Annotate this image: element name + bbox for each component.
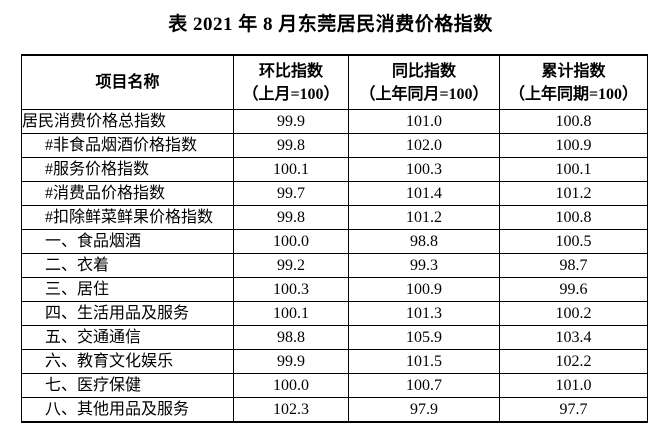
table-header: 项目名称 环比指数 （上月=100） 同比指数 （上年同月=100） 累计指数 … bbox=[21, 54, 648, 110]
item-name-cell: 七、医疗保健 bbox=[21, 373, 234, 398]
item-name-cell: 五、交通通信 bbox=[21, 325, 234, 350]
column-header-sublabel: （上年同月=100） bbox=[359, 85, 489, 103]
mom-index-cell: 100.1 bbox=[233, 157, 349, 182]
yoy-index-cell: 100.3 bbox=[348, 157, 500, 182]
item-name-cell: 一、食品烟酒 bbox=[21, 229, 234, 254]
yoy-index-cell: 101.4 bbox=[348, 181, 500, 206]
table-row: 一、食品烟酒 100.0 98.8 100.5 bbox=[21, 229, 648, 254]
cumulative-index-cell: 100.8 bbox=[499, 109, 648, 134]
mom-index-cell: 99.8 bbox=[233, 133, 349, 158]
table-row: #非食品烟酒价格指数 99.8 102.0 100.9 bbox=[21, 133, 648, 158]
yoy-index-cell: 98.8 bbox=[348, 229, 500, 254]
table-row: 六、教育文化娱乐 99.9 101.5 102.2 bbox=[21, 349, 648, 374]
item-name-cell: 居民消费价格总指数 bbox=[21, 109, 234, 134]
column-header-item-name: 项目名称 bbox=[21, 54, 234, 110]
column-header-mom-index: 环比指数 （上月=100） bbox=[233, 54, 349, 110]
mom-index-cell: 99.2 bbox=[233, 253, 349, 278]
cumulative-index-cell: 101.0 bbox=[499, 373, 648, 398]
cumulative-index-cell: 100.9 bbox=[499, 133, 648, 158]
cumulative-index-cell: 103.4 bbox=[499, 325, 648, 350]
item-name-cell: #消费品价格指数 bbox=[21, 181, 234, 206]
table-row: 七、医疗保健 100.0 100.7 101.0 bbox=[21, 373, 648, 398]
item-name-cell: 八、其他用品及服务 bbox=[21, 397, 234, 423]
yoy-index-cell: 100.7 bbox=[348, 373, 500, 398]
column-header-label: 同比指数 bbox=[391, 62, 456, 80]
mom-index-cell: 99.7 bbox=[233, 181, 349, 206]
table-row: 三、居住 100.3 100.9 99.6 bbox=[21, 277, 648, 302]
column-header-cumulative-index: 累计指数 （上年同期=100） bbox=[499, 54, 648, 110]
cumulative-index-cell: 100.5 bbox=[499, 229, 648, 254]
mom-index-cell: 100.0 bbox=[233, 229, 349, 254]
table-row: #消费品价格指数 99.7 101.4 101.2 bbox=[21, 181, 648, 206]
item-name-cell: #服务价格指数 bbox=[21, 157, 234, 182]
mom-index-cell: 99.9 bbox=[233, 349, 349, 374]
column-header-sublabel: （上月=100） bbox=[242, 85, 340, 103]
yoy-index-cell: 97.9 bbox=[348, 397, 500, 423]
item-name-cell: 四、生活用品及服务 bbox=[21, 301, 234, 326]
column-header-label: 环比指数 bbox=[258, 62, 323, 80]
mom-index-cell: 100.3 bbox=[233, 277, 349, 302]
table-row: #服务价格指数 100.1 100.3 100.1 bbox=[21, 157, 648, 182]
yoy-index-cell: 102.0 bbox=[348, 133, 500, 158]
mom-index-cell: 102.3 bbox=[233, 397, 349, 423]
header-row: 项目名称 环比指数 （上月=100） 同比指数 （上年同月=100） 累计指数 … bbox=[21, 54, 648, 110]
page-title: 表 2021 年 8 月东莞居民消费价格指数 bbox=[168, 14, 493, 35]
table-row: 八、其他用品及服务 102.3 97.9 97.7 bbox=[21, 397, 648, 423]
table-row: 二、衣着 99.2 99.3 98.7 bbox=[21, 253, 648, 278]
cumulative-index-cell: 100.1 bbox=[499, 157, 648, 182]
table-row: 五、交通通信 98.8 105.9 103.4 bbox=[21, 325, 648, 350]
yoy-index-cell: 101.3 bbox=[348, 301, 500, 326]
column-header-yoy-index: 同比指数 （上年同月=100） bbox=[348, 54, 500, 110]
column-header-label: 项目名称 bbox=[95, 74, 160, 91]
item-name-cell: 三、居住 bbox=[21, 277, 234, 302]
yoy-index-cell: 99.3 bbox=[348, 253, 500, 278]
yoy-index-cell: 100.9 bbox=[348, 277, 500, 302]
table-row: 四、生活用品及服务 100.1 101.3 100.2 bbox=[21, 301, 648, 326]
item-name-cell: #非食品烟酒价格指数 bbox=[21, 133, 234, 158]
yoy-index-cell: 101.5 bbox=[348, 349, 500, 374]
cumulative-index-cell: 100.2 bbox=[499, 301, 648, 326]
yoy-index-cell: 105.9 bbox=[348, 325, 500, 350]
cpi-table: 项目名称 环比指数 （上月=100） 同比指数 （上年同月=100） 累计指数 … bbox=[21, 54, 648, 423]
cumulative-index-cell: 102.2 bbox=[499, 349, 648, 374]
table-row: 居民消费价格总指数 99.9 101.0 100.8 bbox=[21, 109, 648, 134]
mom-index-cell: 98.8 bbox=[233, 325, 349, 350]
column-header-label: 累计指数 bbox=[541, 62, 606, 80]
column-header-sublabel: （上年同期=100） bbox=[508, 85, 639, 103]
mom-index-cell: 99.9 bbox=[233, 109, 349, 134]
cumulative-index-cell: 98.7 bbox=[499, 253, 648, 278]
mom-index-cell: 100.1 bbox=[233, 301, 349, 326]
yoy-index-cell: 101.2 bbox=[348, 205, 500, 230]
table-row: #扣除鲜菜鲜果价格指数 99.8 101.2 100.8 bbox=[21, 205, 648, 230]
cumulative-index-cell: 100.8 bbox=[499, 205, 648, 230]
item-name-cell: 二、衣着 bbox=[21, 253, 234, 278]
cumulative-index-cell: 99.6 bbox=[499, 277, 648, 302]
yoy-index-cell: 101.0 bbox=[348, 109, 500, 134]
item-name-cell: 六、教育文化娱乐 bbox=[21, 349, 234, 374]
mom-index-cell: 100.0 bbox=[233, 373, 349, 398]
cumulative-index-cell: 97.7 bbox=[499, 397, 648, 423]
item-name-cell: #扣除鲜菜鲜果价格指数 bbox=[21, 205, 234, 230]
mom-index-cell: 99.8 bbox=[233, 205, 349, 230]
cumulative-index-cell: 101.2 bbox=[499, 181, 648, 206]
table-body: 居民消费价格总指数 99.9 101.0 100.8 #非食品烟酒价格指数 99… bbox=[21, 109, 648, 423]
